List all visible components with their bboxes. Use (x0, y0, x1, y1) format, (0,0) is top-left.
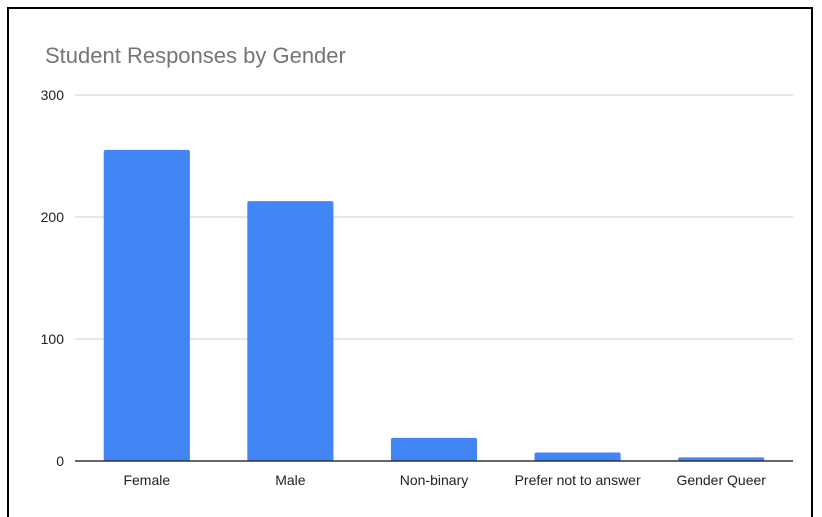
bar-gender-queer[interactable] (678, 457, 765, 461)
x-tick-label-male: Male (275, 472, 306, 488)
x-tick-label-gender-queer: Gender Queer (676, 472, 766, 488)
bar-chart: 0 100 200 300 Female Male Non-binary Prefer not… (41, 87, 793, 488)
bar-male[interactable] (247, 201, 334, 461)
chart-frame: Student Responses by Gender 0 100 200 300 Fe… (7, 7, 813, 517)
y-tick-label-100: 100 (41, 331, 65, 347)
x-tick-label-female: Female (123, 472, 170, 488)
y-tick-label-200: 200 (41, 209, 65, 225)
chart-title: Student Responses by Gender (45, 43, 346, 68)
y-tick-label-300: 300 (41, 87, 65, 103)
bar-female[interactable] (103, 149, 190, 461)
x-tick-label-prefer-not-to-answer: Prefer not to answer (515, 472, 641, 488)
x-tick-label-non-binary: Non-binary (400, 472, 468, 488)
bar-prefer-not-to-answer[interactable] (534, 452, 621, 461)
y-tick-label-0: 0 (56, 453, 64, 469)
bar-non-binary[interactable] (390, 437, 478, 461)
